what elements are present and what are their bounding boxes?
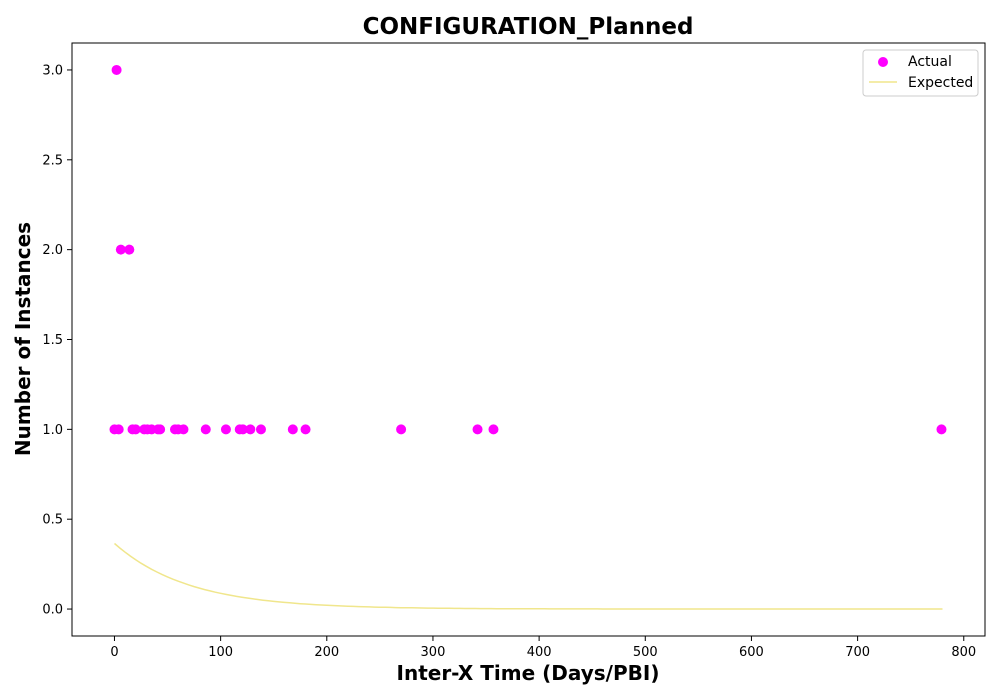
actual-point <box>155 424 166 435</box>
actual-point <box>287 424 298 435</box>
expected-line <box>114 542 943 610</box>
x-tick-label: 200 <box>314 645 339 660</box>
actual-point <box>936 424 947 435</box>
actual-point <box>200 424 211 435</box>
actual-point <box>220 424 231 435</box>
x-tick-label: 100 <box>208 645 233 660</box>
y-tick-label: 0.0 <box>42 603 63 618</box>
expected-series <box>114 542 943 610</box>
actual-series <box>109 64 947 435</box>
actual-point <box>124 244 135 255</box>
x-tick-label: 300 <box>421 645 446 660</box>
x-tick-label: 700 <box>845 645 870 660</box>
actual-point <box>115 244 126 255</box>
y-axis: 0.0 0.5 1.0 1.5 2.0 2.5 3.0 <box>42 63 72 618</box>
x-tick-label: 0 <box>110 645 118 660</box>
actual-point <box>178 424 189 435</box>
actual-point <box>237 424 248 435</box>
actual-point <box>113 424 124 435</box>
legend-box <box>862 49 979 97</box>
x-tick-label: 600 <box>739 645 764 660</box>
legend: Actual Expected <box>862 49 979 97</box>
y-tick-label: 2.5 <box>42 153 63 168</box>
plot-area <box>71 42 986 637</box>
actual-point <box>488 424 499 435</box>
actual-point <box>300 424 311 435</box>
actual-point <box>255 424 266 435</box>
x-tick-label: 500 <box>633 645 658 660</box>
legend-actual-label: Actual <box>908 54 952 70</box>
legend-expected-label: Expected <box>908 75 973 91</box>
x-tick-label: 800 <box>951 645 976 660</box>
y-axis-title: Number of Instances <box>11 222 35 456</box>
legend-actual-marker <box>878 57 888 67</box>
y-tick-label: 0.5 <box>42 513 63 528</box>
actual-point <box>130 424 141 435</box>
y-tick-label: 1.0 <box>42 423 63 438</box>
x-axis: 0 100 200 300 400 500 600 700 800 <box>110 636 976 660</box>
actual-point <box>111 64 122 75</box>
actual-point <box>472 424 483 435</box>
y-tick-label: 2.0 <box>42 243 63 258</box>
x-axis-title: Inter-X Time (Days/PBI) <box>397 661 660 685</box>
x-tick-label: 400 <box>527 645 552 660</box>
actual-point <box>245 424 256 435</box>
y-tick-label: 3.0 <box>42 63 63 78</box>
actual-point <box>396 424 407 435</box>
chart-title: CONFIGURATION_Planned <box>363 14 694 40</box>
y-tick-label: 1.5 <box>42 333 63 348</box>
